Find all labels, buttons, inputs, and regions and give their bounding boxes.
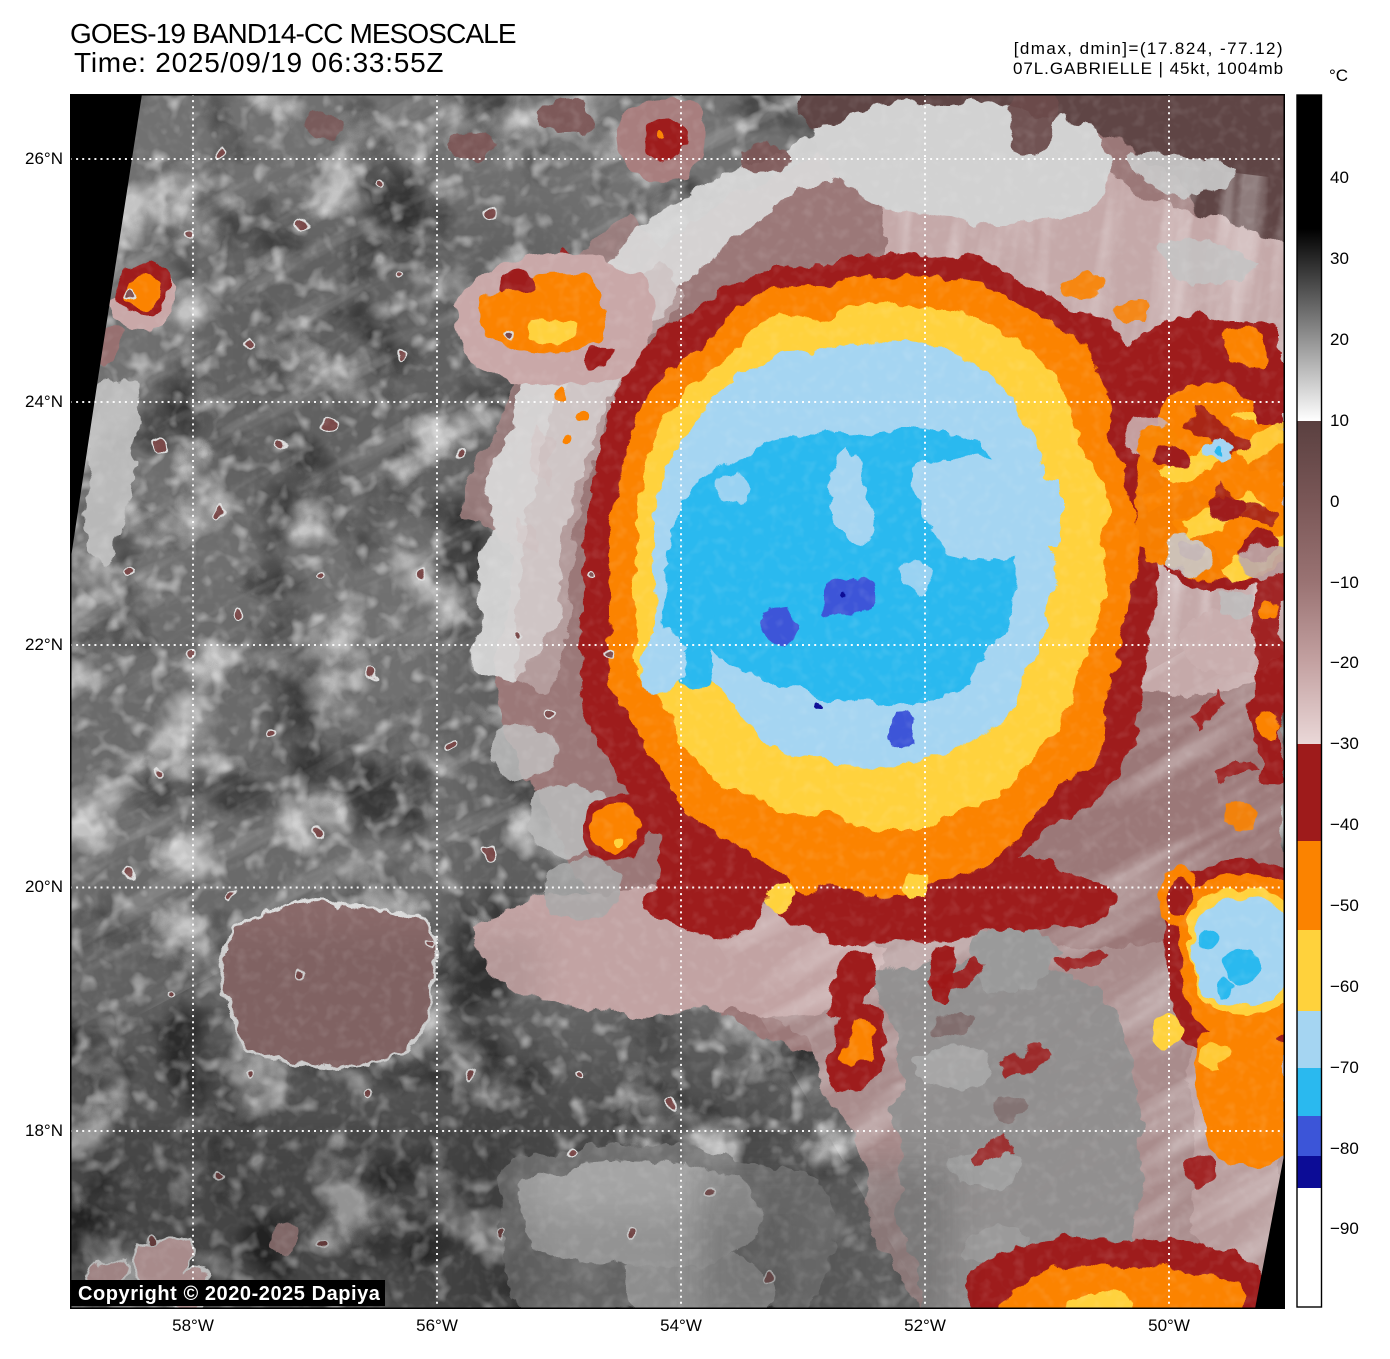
svg-text:Copyright © 2020-2025 Dapiya: Copyright © 2020-2025 Dapiya [78, 1283, 381, 1305]
